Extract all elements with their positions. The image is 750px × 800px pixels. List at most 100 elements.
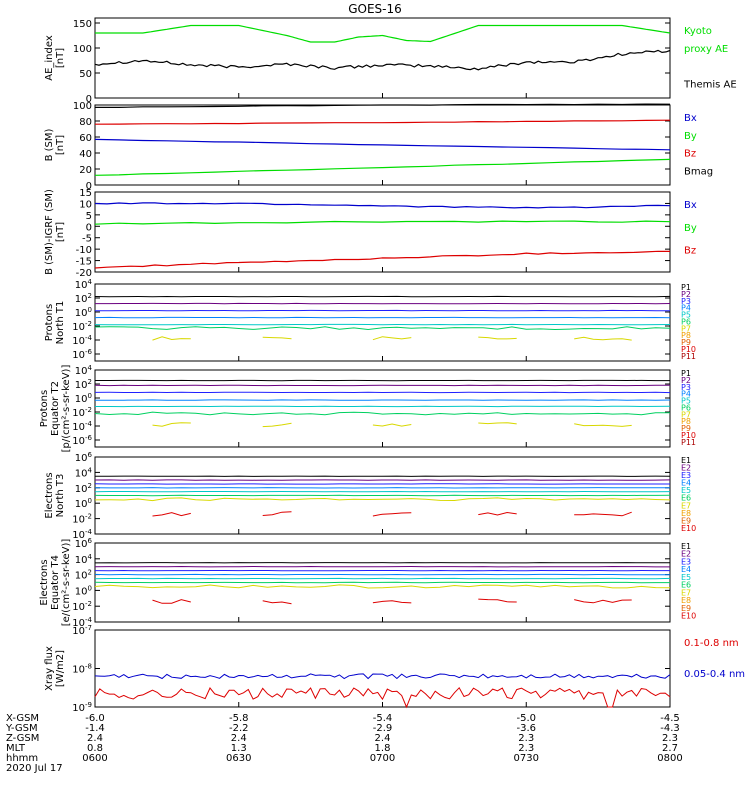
legend-entry: Bz <box>684 246 696 257</box>
legend-entry: P9 <box>681 424 691 433</box>
low-channel-segment <box>152 422 191 427</box>
y-axis-label: Electrons <box>39 559 50 605</box>
series-line-2 <box>94 250 671 269</box>
legend-entry: P10 <box>681 345 696 354</box>
y-tick-label: 100 <box>75 497 92 510</box>
legend-entry: P6 <box>681 317 691 326</box>
legend-entry: P4 <box>681 390 691 399</box>
low-channel-segment <box>152 336 191 341</box>
legend-entry: P11 <box>681 352 696 361</box>
x-row-value: 0630 <box>226 753 251 764</box>
legend-entry: P4 <box>681 304 691 313</box>
low-channel-segment <box>478 336 517 340</box>
legend-entry: P1 <box>681 283 691 292</box>
panel-bsm: 0 20 40 60 80 100 B (SM) [nT] Bx By Bz Bmag <box>44 101 713 192</box>
y-tick-label: -5 <box>82 234 92 245</box>
y-tick-label: 60 <box>79 133 92 144</box>
x-row-value: -6.0 <box>85 713 105 724</box>
low-channel-segment <box>372 336 412 341</box>
y-tick-label: 102 <box>75 482 92 495</box>
low-channel-segment <box>478 598 517 603</box>
channel-line-6 <box>94 411 670 416</box>
x-row-value: -5.4 <box>373 713 393 724</box>
chart-title: GOES-16 <box>348 2 402 16</box>
legend: 0.1-0.8 nm 0.05-0.4 nm <box>684 638 745 680</box>
panel-frame <box>94 629 671 708</box>
series-line-0 <box>95 24 671 43</box>
panel-frame <box>94 283 671 362</box>
y-tick-label: 0 <box>86 222 92 233</box>
legend: Kyoto proxy AE Themis AE <box>683 26 737 90</box>
y-axis-label: Protons <box>44 304 55 341</box>
channel-line-6 <box>94 326 671 331</box>
legend-entry: By <box>684 223 697 234</box>
x-row-value: 1.3 <box>231 743 247 754</box>
y-tick-label: 104 <box>75 364 93 377</box>
series-line-3 <box>94 158 671 176</box>
x-row-label: hhmm <box>6 753 38 764</box>
x-row-value: 0600 <box>82 753 107 764</box>
y-axis-label: North T3 <box>55 474 66 518</box>
y-tick-label: 10-7 <box>72 624 92 637</box>
legend-entry: P11 <box>681 438 696 447</box>
x-row-label: X-GSM <box>6 713 39 724</box>
legend-entry: Bmag <box>684 166 713 177</box>
legend-entry: P2 <box>681 376 691 385</box>
y-axis-label: North T1 <box>55 301 66 345</box>
legend-entry: E6 <box>681 581 691 590</box>
y-axis-label: Equator T2 <box>50 381 61 436</box>
legend-entry: E7 <box>681 588 691 597</box>
y-tick-label: 10-2 <box>72 320 92 333</box>
legend-entry: E6 <box>681 494 691 503</box>
legend-entry: E3 <box>681 557 691 566</box>
channel-line-7 <box>94 584 671 589</box>
y-axis-label: AE_index <box>44 35 55 81</box>
legend-entry: P6 <box>681 403 691 412</box>
legend-entry: P8 <box>681 417 691 426</box>
y-tick-label: 102 <box>75 292 92 305</box>
y-tick-label: 10-2 <box>72 600 92 613</box>
series-line-1 <box>94 220 671 225</box>
x-row-label: Y-GSM <box>5 723 38 734</box>
x-row-value: 2.4 <box>87 733 103 744</box>
legend-entry: E8 <box>681 509 691 518</box>
series-line-2 <box>94 138 671 151</box>
y-tick-label: 15 <box>79 188 92 199</box>
low-channel-segment <box>478 511 517 516</box>
legend: Bx By Bz Bmag <box>684 113 713 177</box>
legend-entry: E5 <box>681 486 691 495</box>
x-row-value: 2.3 <box>518 743 534 754</box>
legend-entry: E8 <box>681 596 691 605</box>
legend-entry: 0.05-0.4 nm <box>684 669 745 680</box>
series-line-1 <box>94 119 671 125</box>
y-tick-label: 10-4 <box>72 420 92 433</box>
legend-entry: E1 <box>681 456 691 465</box>
y-tick-label: 100 <box>75 392 92 405</box>
x-row-value: 2.4 <box>231 733 247 744</box>
legend-entry: P7 <box>681 324 691 333</box>
legend-entry: E7 <box>681 501 691 510</box>
low-channel-segment <box>262 600 292 605</box>
legend-entry: E4 <box>681 565 691 574</box>
y-tick-label: -10 <box>76 245 92 256</box>
xray-line-0 <box>94 673 671 680</box>
low-channel-segment <box>262 336 292 340</box>
y-axis-label: [nT] <box>55 222 66 242</box>
x-row-value: -3.6 <box>516 723 536 734</box>
y-axis-label: [p/(cm²-s-sr-keV)] <box>61 365 72 453</box>
low-channel-segment <box>152 599 191 604</box>
legend-entry: P2 <box>681 290 691 299</box>
x-row-value: 0800 <box>657 753 682 764</box>
y-axis-label: Electrons <box>44 472 55 518</box>
y-axis-label: [nT] <box>55 135 66 155</box>
y-tick-label: 106 <box>75 537 93 550</box>
y-tick-label: 104 <box>75 278 93 291</box>
panel-ae: 0 50 100 150 AE_index [nT] Kyoto proxy AE Themis… <box>44 17 737 105</box>
